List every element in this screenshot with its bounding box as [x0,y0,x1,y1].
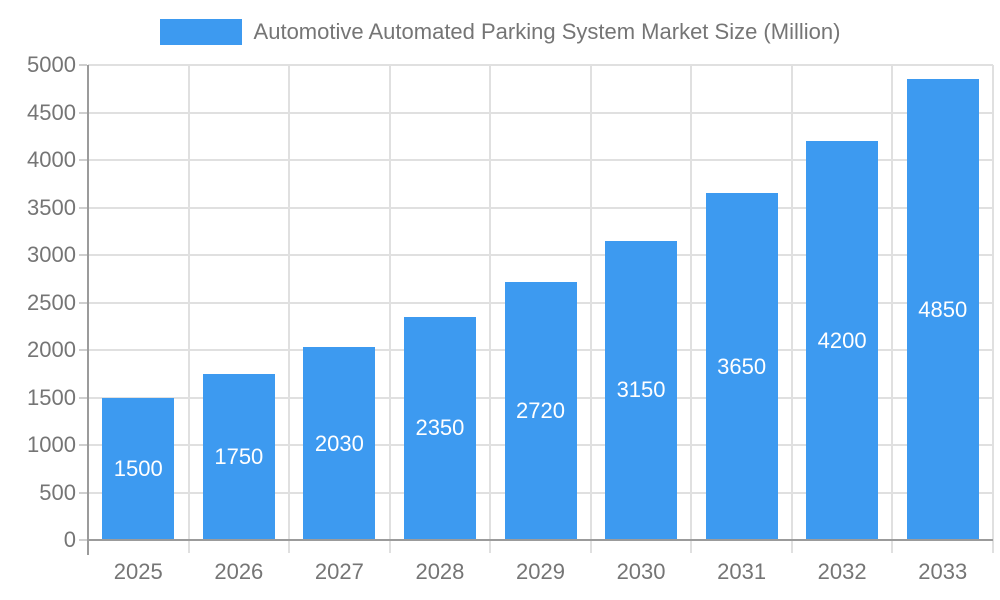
v-gridline [288,65,291,553]
y-tick-label: 1500 [27,384,76,410]
v-gridline [388,65,391,553]
chart-title: Automotive Automated Parking System Mark… [253,19,841,44]
x-tick-label: 2026 [214,559,264,584]
y-tick [79,206,87,209]
y-tick [79,491,87,494]
y-tick [79,301,87,304]
x-tick-label: 2032 [817,559,867,584]
v-gridline [187,65,190,553]
bar[interactable] [202,373,275,540]
y-tick [79,444,87,446]
v-gridline [489,65,492,553]
bar-value-label: 2350 [415,415,465,441]
y-tick [79,64,87,66]
y-tick [79,539,87,541]
bar-value-label: 1750 [214,443,264,469]
y-tick-label: 2000 [27,337,76,362]
y-tick-label: 500 [39,479,76,505]
v-gridline [891,65,894,553]
bar[interactable] [705,193,778,540]
v-gridline [992,65,994,553]
x-tick-label: 2031 [717,559,767,584]
y-tick [79,159,87,161]
h-gridline [88,111,993,114]
bar[interactable] [504,281,577,540]
x-tick-label: 2025 [113,559,163,584]
v-gridline [690,65,693,553]
bar-value-label: 2720 [516,397,565,423]
x-tick-label: 2027 [314,559,364,584]
bar-value-label: 2030 [314,430,364,456]
v-gridline [790,65,793,553]
y-tick-label: 5000 [27,52,76,77]
bar[interactable] [303,347,376,540]
y-tick-label: 0 [63,527,76,552]
bar-value-label: 4850 [918,296,968,322]
bar[interactable] [806,141,879,540]
bar-value-label: 3650 [717,353,767,379]
y-tick-label: 2500 [27,289,76,315]
y-axis-line [87,65,89,555]
y-tick [79,254,87,256]
x-tick-label: 2028 [415,559,465,584]
bar[interactable] [605,240,678,540]
bar[interactable] [102,397,175,540]
y-tick-label: 1000 [27,432,76,457]
y-tick-label: 3500 [27,194,76,220]
y-tick-label: 3000 [27,242,76,267]
legend-swatch [159,19,242,45]
bar[interactable] [403,316,476,540]
y-tick-label: 4500 [27,99,76,125]
y-tick [79,396,87,399]
v-gridline [589,65,592,553]
x-tick-label: 2030 [616,559,666,584]
bar-value-label: 4200 [817,327,867,353]
y-tick [79,349,87,351]
bar-value-label: 1500 [113,455,163,481]
y-tick [79,111,87,114]
legend: Automotive Automated Parking System Mark… [0,19,1000,45]
x-tick-label: 2029 [516,559,565,584]
y-tick-label: 4000 [27,147,76,172]
bar[interactable] [906,79,979,540]
legend-item[interactable]: Automotive Automated Parking System Mark… [159,19,841,45]
h-gridline [88,64,993,66]
x-tick-label: 2033 [918,559,968,584]
bar-value-label: 3150 [616,377,666,403]
